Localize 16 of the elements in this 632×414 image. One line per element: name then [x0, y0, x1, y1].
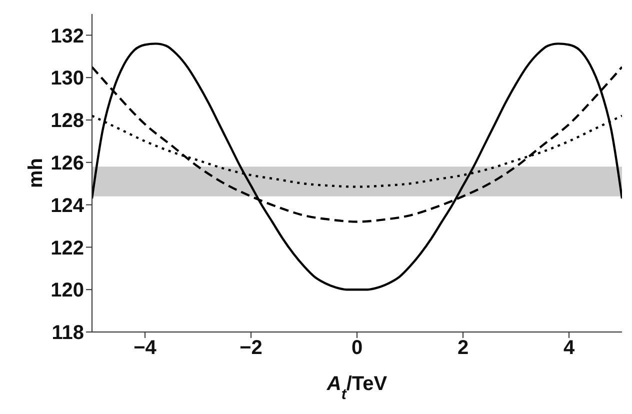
y-tick-label: 122: [50, 237, 84, 260]
x-axis-title: A$_{t}$/TeV: [326, 373, 388, 402]
y-tick-label: 130: [50, 68, 84, 90]
y-tick-label: 120: [50, 280, 84, 302]
x-tick-label: −4: [134, 337, 158, 360]
x-tick-label: −2: [240, 337, 262, 360]
y-tick-label: 132: [50, 25, 84, 48]
y-axis-title: mh: [25, 158, 47, 188]
x-tick-label: 2: [457, 337, 469, 360]
y-tick-label: 126: [50, 152, 84, 174]
x-tick-label: 4: [563, 337, 576, 360]
x-tick-label: 0: [351, 337, 363, 360]
y-tick-label: 124: [50, 194, 85, 217]
y-tick-label: 128: [50, 110, 84, 132]
y-tick-label: 118: [52, 322, 84, 344]
line-series: [92, 42, 622, 291]
